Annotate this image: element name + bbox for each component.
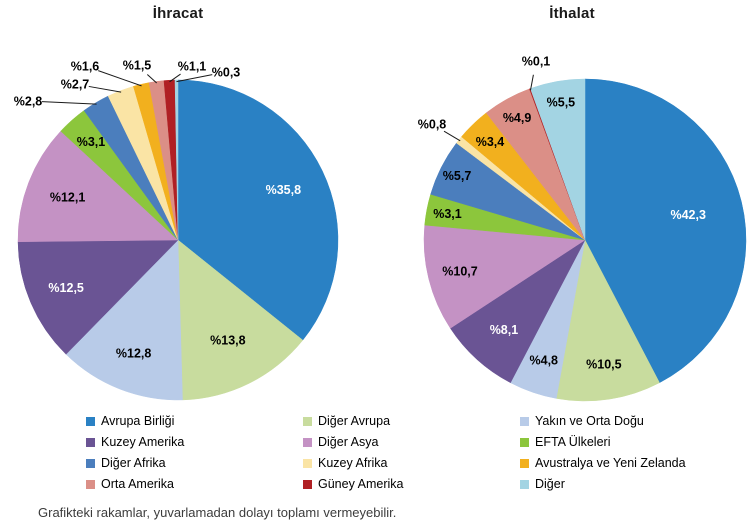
pie-slice-kuzey-amerika: [17, 239, 179, 355]
legend-label: Avrupa Birliği: [101, 414, 175, 428]
slice-label: %3,1: [77, 135, 106, 149]
legend-swatch: [520, 437, 529, 447]
footnote: Grafikteki rakamlar, yuvarlamadan dolayı…: [38, 505, 397, 520]
legend-swatch: [86, 437, 95, 447]
legend-item-kuzey-amerika: Kuzey Amerika: [86, 434, 303, 450]
slice-label: %35,8: [266, 183, 301, 197]
label-leader-line: [146, 74, 158, 84]
legend-label: Kuzey Afrika: [318, 456, 388, 470]
legend-swatch: [520, 479, 529, 489]
slice-label: %0,3: [212, 65, 241, 79]
slice-label: %12,8: [116, 347, 151, 361]
label-leader-line: [169, 73, 181, 83]
legend-label: Yakın ve Orta Doğu: [535, 414, 644, 428]
legend-item-diğer: Diğer: [520, 476, 746, 492]
legend-item-kuzey-afrika: Kuzey Afrika: [303, 455, 520, 471]
legend-item-orta-amerika: Orta Amerika: [86, 476, 303, 492]
legend-label: Orta Amerika: [101, 477, 174, 491]
slice-label: %0,8: [418, 117, 447, 131]
legend-label: Diğer: [535, 477, 565, 491]
legend-item-avrupa-birliği: Avrupa Birliği: [86, 413, 303, 429]
pie-slice-avrupa-birliği: [177, 79, 339, 341]
legend-swatch: [520, 458, 529, 468]
slice-label: %10,5: [586, 358, 621, 372]
slice-label: %8,1: [490, 323, 519, 337]
legend-label: Diğer Avrupa: [318, 414, 391, 428]
label-leader-line: [98, 70, 142, 87]
legend-label: Güney Amerika: [318, 477, 404, 491]
pie-slice-diğer-avrupa: [556, 239, 660, 402]
legend-item-yakın-ve-orta-doğu: Yakın ve Orta Doğu: [520, 413, 746, 429]
legend-item-diğer-avrupa: Diğer Avrupa: [303, 413, 520, 429]
slice-label: %1,1: [178, 59, 207, 73]
legend-swatch: [520, 416, 529, 426]
slice-label: %2,7: [61, 77, 90, 91]
pie-slice-diğer-asya: [17, 130, 179, 243]
label-leader-line: [41, 101, 97, 105]
legend-item-efta-ülkeleri: EFTA Ülkeleri: [520, 434, 746, 450]
legend-swatch: [86, 416, 95, 426]
slice-label: %42,3: [670, 208, 705, 222]
slice-label: %4,9: [503, 111, 532, 125]
pie-slice-avrupa-birliği: [584, 78, 747, 384]
slice-label: %1,5: [123, 58, 152, 72]
legend-item-diğer-asya: Diğer Asya: [303, 434, 520, 450]
slice-label: %3,1: [433, 207, 462, 221]
left-pie-title: İhracat: [152, 5, 204, 22]
label-leader-line: [529, 74, 534, 91]
legend-swatch: [86, 479, 95, 489]
legend-label: Avustralya ve Yeni Zelanda: [535, 456, 686, 470]
slice-label: %4,8: [530, 354, 559, 368]
pie-slice-yakın-ve-orta-doğu: [65, 239, 183, 401]
right-pie-title: İthalat: [549, 5, 595, 22]
legend-item-avustralya-ve-yeni-zelanda: Avustralya ve Yeni Zelanda: [520, 455, 746, 471]
slice-label: %13,8: [210, 334, 245, 348]
legend-swatch: [303, 437, 312, 447]
legend-swatch: [86, 458, 95, 468]
slice-label: %12,1: [50, 191, 85, 205]
slice-label: %1,6: [71, 59, 100, 73]
slice-label: %12,5: [48, 281, 83, 295]
legend-swatch: [303, 479, 312, 489]
label-leader-line: [176, 74, 213, 83]
slice-label: %2,8: [14, 94, 43, 108]
legend: Avrupa Birliği Diğer Avrupa Yakın ve Orta …: [86, 413, 746, 492]
legend-swatch: [303, 458, 312, 468]
legend-item-diğer-afrika: Diğer Afrika: [86, 455, 303, 471]
slice-label: %3,4: [476, 135, 505, 149]
pie-slice-diğer: [174, 79, 179, 241]
label-leader-line: [88, 85, 122, 93]
legend-label: Kuzey Amerika: [101, 435, 185, 449]
legend-label: Diğer Afrika: [101, 456, 166, 470]
slice-label: %10,7: [442, 264, 477, 278]
slice-label: %0,1: [522, 54, 551, 68]
legend-swatch: [303, 416, 312, 426]
pie-slice-diğer-asya: [423, 224, 586, 329]
legend-label: Diğer Asya: [318, 435, 379, 449]
legend-label: EFTA Ülkeleri: [535, 435, 611, 449]
slice-label: %5,7: [443, 169, 472, 183]
slice-label: %5,5: [547, 95, 576, 109]
legend-item-güney-amerika: Güney Amerika: [303, 476, 520, 492]
label-leader-line: [443, 130, 461, 142]
pie-slice-diğer-avrupa: [177, 239, 304, 401]
